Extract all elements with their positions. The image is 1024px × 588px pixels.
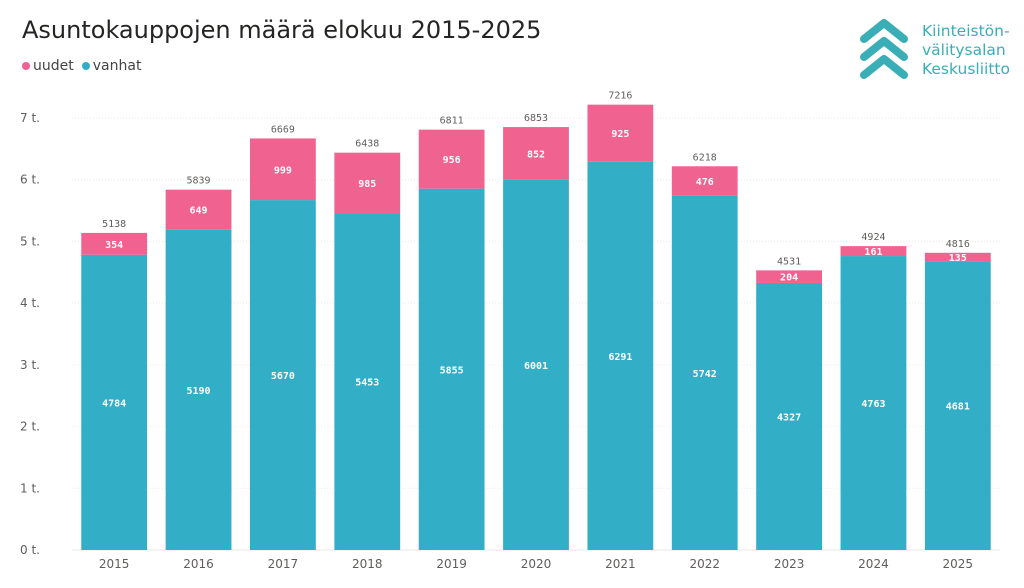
data-label-vanhat: 4327	[777, 412, 801, 423]
bar-uudet	[81, 232, 148, 255]
bar-uudet	[503, 127, 569, 180]
chevrons-logo-icon	[860, 19, 908, 79]
bar-uudet	[840, 246, 907, 257]
x-tick-label: 2022	[689, 557, 720, 571]
bar-uudet	[756, 270, 822, 283]
bar-uudet	[671, 166, 738, 196]
data-label-uudet: 135	[949, 253, 967, 264]
data-label-uudet: 354	[105, 240, 123, 251]
data-label-total: 5839	[186, 176, 210, 187]
legend-label-uudet: uudet	[33, 58, 74, 74]
data-label-total: 4924	[861, 232, 885, 243]
data-label-uudet: 925	[611, 129, 629, 140]
y-tick-label: 1 t.	[20, 481, 40, 495]
data-label-vanhat: 5190	[186, 386, 210, 397]
bar-vanhat	[756, 282, 822, 550]
x-tick-label: 2016	[183, 557, 214, 571]
data-label-vanhat: 4763	[861, 399, 885, 410]
data-label-vanhat: 4681	[946, 402, 970, 413]
bar-uudet	[250, 138, 316, 201]
y-tick-label: 5 t.	[20, 234, 40, 248]
data-label-vanhat: 6291	[608, 352, 632, 363]
bar-vanhat	[671, 195, 738, 550]
logo-line-1: Kiinteistön-	[922, 22, 1010, 40]
bar-vanhat	[418, 188, 485, 551]
data-label-total: 4531	[777, 256, 801, 267]
logo-line-2: välitysalan	[922, 41, 1006, 59]
data-label-total: 4816	[946, 239, 970, 250]
data-label-vanhat: 5453	[355, 378, 379, 389]
legend-item-uudet[interactable]: uudet	[22, 58, 74, 74]
bar-uudet	[334, 152, 401, 214]
legend-label-vanhat: vanhat	[92, 58, 142, 74]
data-label-total: 7216	[608, 91, 632, 102]
legend-dot-vanhat	[81, 62, 90, 70]
chart-legend: uudet vanhat	[22, 58, 143, 74]
data-label-uudet: 204	[780, 273, 798, 284]
data-label-total: 6811	[440, 116, 464, 127]
data-label-uudet: 956	[443, 155, 461, 166]
data-label-total: 6438	[355, 139, 379, 150]
data-label-uudet: 852	[527, 149, 545, 160]
y-tick-label: 7 t.	[20, 111, 40, 125]
x-tick-label: 2017	[268, 557, 299, 571]
bar-uudet	[418, 129, 485, 189]
bar-vanhat	[250, 200, 316, 550]
data-label-uudet: 161	[864, 247, 882, 258]
bar-vanhat	[924, 261, 991, 550]
x-tick-label: 2018	[352, 557, 383, 571]
data-label-vanhat: 6001	[524, 361, 548, 372]
legend-item-vanhat[interactable]: vanhat	[81, 58, 142, 74]
bar-uudet	[924, 252, 991, 262]
data-label-total: 6218	[693, 152, 717, 163]
data-label-total: 6853	[524, 113, 548, 124]
x-tick-label: 2025	[943, 557, 974, 571]
bar-vanhat	[81, 254, 148, 550]
bar-uudet	[165, 189, 232, 230]
logo-text: Kiinteistön- välitysalan Keskusliitto	[922, 22, 1010, 79]
y-tick-label: 6 t.	[20, 173, 40, 187]
x-tick-label: 2023	[774, 557, 805, 571]
bar-vanhat	[840, 256, 907, 550]
bar-vanhat	[334, 213, 401, 551]
data-label-vanhat: 4784	[102, 398, 126, 409]
page-title: Asuntokauppojen määrä elokuu 2015-2025	[22, 16, 542, 44]
y-tick-label: 4 t.	[20, 296, 40, 310]
x-tick-label: 2020	[521, 557, 552, 571]
data-label-uudet: 985	[358, 179, 376, 190]
bar-vanhat	[503, 179, 569, 550]
data-label-vanhat: 5742	[693, 369, 717, 380]
y-tick-label: 0 t.	[20, 543, 40, 557]
bar-vanhat	[165, 229, 232, 550]
x-tick-label: 2015	[99, 557, 130, 571]
legend-dot-uudet	[22, 62, 30, 70]
data-label-vanhat: 5855	[440, 365, 464, 376]
x-tick-label: 2021	[605, 557, 636, 571]
data-label-total: 6669	[271, 124, 295, 135]
data-label-uudet: 476	[696, 177, 714, 188]
data-label-total: 5138	[102, 219, 126, 230]
y-tick-label: 3 t.	[20, 358, 40, 372]
x-tick-label: 2019	[436, 557, 467, 571]
logo-line-3: Keskusliitto	[922, 60, 1010, 78]
y-tick-label: 2 t.	[20, 420, 40, 434]
data-label-vanhat: 5670	[271, 371, 295, 382]
bar-uudet	[587, 104, 654, 162]
data-label-uudet: 999	[274, 165, 292, 176]
data-label-uudet: 649	[190, 206, 208, 217]
x-tick-label: 2024	[858, 557, 889, 571]
brand-logo: Kiinteistön- välitysalan Keskusliitto	[858, 17, 1018, 87]
bar-vanhat	[587, 161, 654, 550]
